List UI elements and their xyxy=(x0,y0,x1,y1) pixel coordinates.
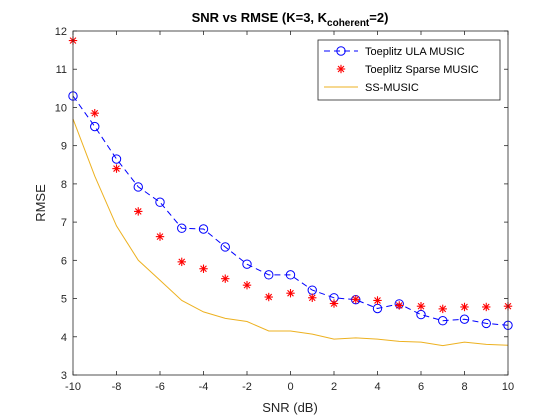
series-0-point xyxy=(177,223,187,233)
y-tick-label: 3 xyxy=(61,370,67,382)
series-0-point xyxy=(416,309,426,320)
y-tick-label: 5 xyxy=(61,294,67,306)
series-1-point xyxy=(308,293,317,302)
chart-title: SNR vs RMSE (K=3, Kcoherent=2) xyxy=(192,10,389,29)
series-1-point xyxy=(242,280,252,290)
series-1-point xyxy=(177,257,186,267)
series-1 xyxy=(68,36,513,314)
legend-item: SS-MUSIC xyxy=(324,82,419,94)
y-axis-label: RMSE xyxy=(33,184,48,222)
y-tick-label: 10 xyxy=(55,102,67,114)
y-tick-label: 7 xyxy=(61,217,67,229)
series-1-point xyxy=(438,304,447,314)
series-0-point xyxy=(242,259,252,269)
series-0-line xyxy=(72,95,509,326)
legend-label: Toeplitz ULA MUSIC xyxy=(365,46,465,58)
series-1-point xyxy=(155,232,165,241)
y-tick-label: 11 xyxy=(56,64,67,76)
series-1-point xyxy=(112,164,121,173)
x-tick-label: -6 xyxy=(155,381,165,393)
series-2-line xyxy=(72,118,509,347)
y-tick-label: 8 xyxy=(61,179,67,191)
series-1-point xyxy=(416,302,426,311)
y-tick-label: 6 xyxy=(61,255,67,267)
legend-label: SS-MUSIC xyxy=(365,82,419,94)
series-1-point xyxy=(482,302,491,312)
legend-marker xyxy=(336,46,346,56)
series-0 xyxy=(68,91,513,331)
series-0-point xyxy=(481,318,491,329)
legend-box xyxy=(317,39,501,101)
series-1-point xyxy=(329,299,339,308)
series-1-point xyxy=(460,302,469,312)
series-1-point xyxy=(134,207,143,216)
series-2 xyxy=(72,118,509,347)
series-1-point xyxy=(395,301,404,310)
series-1-point xyxy=(373,296,382,305)
series-0-point xyxy=(133,182,143,192)
series-1-point xyxy=(90,108,99,118)
x-tick-label: 6 xyxy=(418,381,424,393)
series-0-point xyxy=(111,154,122,164)
x-tick-label: -10 xyxy=(65,381,81,393)
series-0-point xyxy=(264,270,274,280)
series-1-point xyxy=(351,295,360,304)
series-0-point xyxy=(198,224,209,234)
x-axis-label: SNR (dB) xyxy=(262,400,318,415)
series-0-point xyxy=(459,314,470,324)
series-1-point xyxy=(286,289,295,298)
series-0-point xyxy=(155,197,165,207)
data-traces xyxy=(68,36,513,347)
x-tick-label: 4 xyxy=(374,381,380,393)
legend: Toeplitz ULA MUSIC Toeplitz Sparse MUSIC S… xyxy=(317,39,501,101)
x-tick-label: -8 xyxy=(112,381,122,393)
series-0-point xyxy=(90,121,100,132)
y-tick-label: 12 xyxy=(55,26,67,38)
x-tick-label: 8 xyxy=(461,381,467,393)
series-1-point xyxy=(264,292,273,302)
legend-marker xyxy=(336,64,346,74)
series-0-point xyxy=(220,242,230,252)
series-1-point xyxy=(221,274,230,283)
y-tick-label: 9 xyxy=(61,141,67,153)
legend-label: Toeplitz Sparse MUSIC xyxy=(365,64,479,76)
x-tick-label: 0 xyxy=(287,381,293,393)
y-tick-label: 4 xyxy=(61,332,67,344)
legend-item: Toeplitz ULA MUSIC xyxy=(324,46,465,58)
x-tick-label: -2 xyxy=(242,381,252,393)
axes: -10 -8 -6 -4 -2 0 2 4 6 8 10 3 4 5 6 7 8 9 10 11 12 xyxy=(55,26,514,393)
x-tick-label: 2 xyxy=(331,381,337,393)
series-1-point xyxy=(199,264,208,273)
x-tick-label: 10 xyxy=(502,381,514,393)
legend-item: Toeplitz Sparse MUSIC xyxy=(336,64,479,76)
series-0-point xyxy=(438,316,448,326)
series-0-point xyxy=(285,270,296,280)
x-tick-label: -4 xyxy=(199,381,209,393)
